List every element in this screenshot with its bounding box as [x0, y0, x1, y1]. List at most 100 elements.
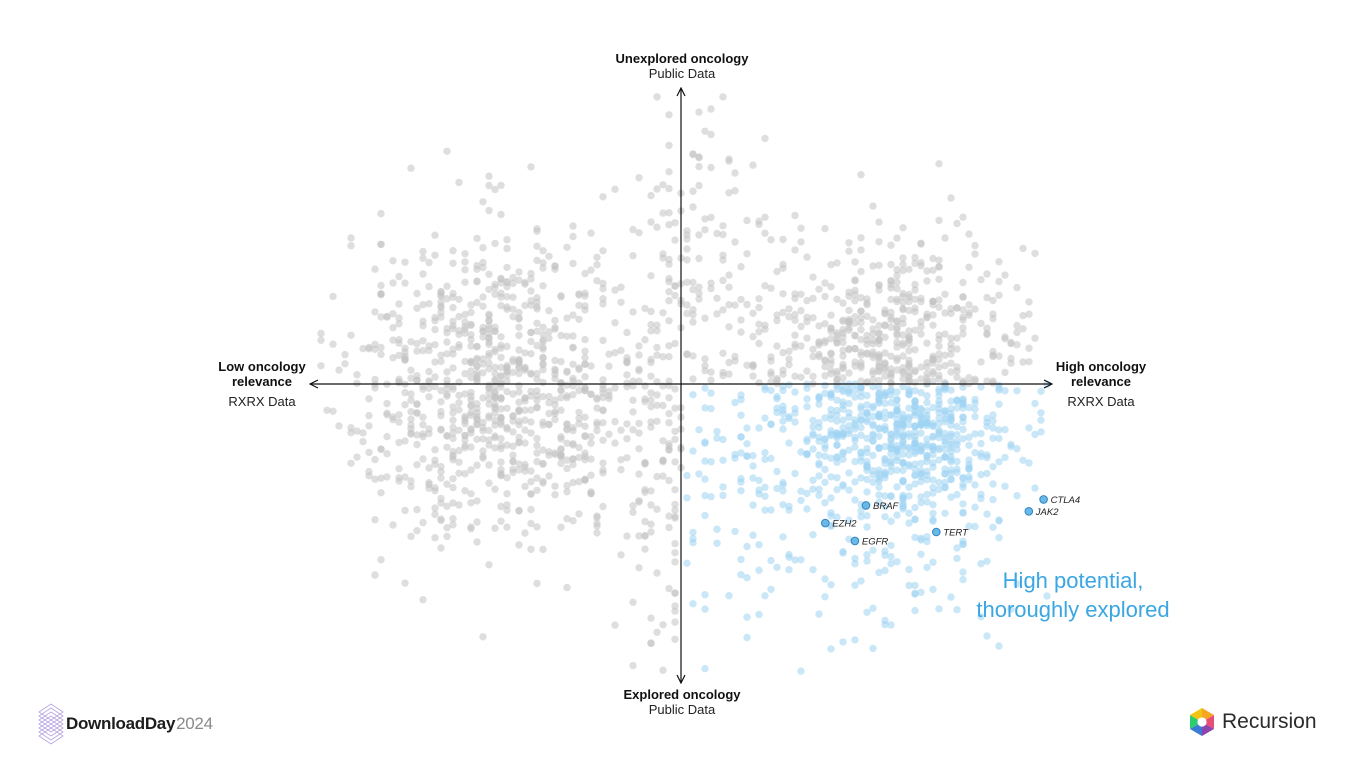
- scatter-point: [521, 301, 529, 310]
- scatter-point-explored-high: [863, 391, 871, 400]
- scatter-point-explored-high: [815, 610, 823, 618]
- scatter-point-explored-high: [953, 490, 961, 499]
- scatter-point: [935, 256, 943, 264]
- scatter-point: [845, 288, 853, 296]
- scatter-point-explored-high: [845, 516, 853, 524]
- scatter-point: [779, 370, 787, 378]
- scatter-point: [413, 505, 421, 514]
- scatter-point: [377, 343, 385, 352]
- scatter-point: [611, 417, 619, 426]
- scatter-point-explored-high: [839, 405, 847, 413]
- scatter-point: [377, 474, 385, 482]
- scatter-point: [923, 277, 931, 285]
- scatter-point: [413, 289, 421, 298]
- scatter-point: [563, 481, 571, 490]
- scatter-point: [587, 471, 595, 479]
- scatter-point-explored-high: [821, 465, 829, 474]
- scatter-point: [911, 308, 919, 316]
- scatter-point: [965, 309, 973, 317]
- scatter-point-explored-high: [893, 388, 901, 396]
- scatter-point: [521, 406, 529, 414]
- scatter-point: [641, 304, 649, 313]
- scatter-point-explored-high: [701, 404, 709, 412]
- scatter-point: [983, 270, 991, 278]
- scatter-point-explored-high: [869, 546, 877, 554]
- scatter-point-explored-high: [887, 398, 895, 407]
- scatter-point: [605, 430, 613, 438]
- scatter-point: [527, 406, 535, 414]
- scatter-point-explored-high: [839, 448, 847, 456]
- scatter-point: [899, 266, 907, 275]
- scatter-point: [701, 215, 709, 223]
- scatter-point: [443, 443, 451, 451]
- x-axis-right-title-line1: High oncology: [1055, 359, 1147, 374]
- scatter-point: [575, 408, 583, 417]
- scatter-point: [755, 320, 763, 328]
- scatter-point: [881, 333, 889, 341]
- scatter-point: [689, 187, 697, 195]
- scatter-point: [827, 311, 835, 319]
- scatter-point: [347, 429, 355, 437]
- scatter-point: [719, 93, 727, 101]
- scatter-point-explored-high: [707, 493, 715, 501]
- scatter-point: [479, 423, 487, 432]
- scatter-point: [731, 187, 739, 195]
- scatter-point: [671, 486, 679, 494]
- scatter-point-explored-high: [959, 404, 967, 412]
- scatter-point: [479, 258, 487, 267]
- scatter-point: [581, 335, 589, 344]
- scatter-point-explored-high: [881, 492, 889, 500]
- scatter-point: [857, 348, 865, 356]
- scatter-point: [515, 346, 523, 354]
- scatter-point: [779, 348, 787, 357]
- scatter-point: [797, 322, 805, 331]
- scatter-point: [479, 452, 487, 461]
- scatter-point: [899, 292, 907, 301]
- scatter-point: [395, 320, 403, 328]
- scatter-point: [497, 502, 505, 511]
- scatter-point: [647, 423, 655, 431]
- scatter-point: [431, 325, 439, 334]
- scatter-point-explored-high: [905, 461, 913, 469]
- scatter-point: [485, 400, 493, 408]
- scatter-point-explored-high: [887, 559, 895, 568]
- scatter-point: [431, 510, 439, 519]
- scatter-point-explored-high: [929, 459, 937, 467]
- scatter-point: [827, 283, 835, 291]
- scatter-point: [371, 455, 379, 464]
- scatter-point: [809, 273, 817, 281]
- scatter-point: [857, 326, 865, 334]
- scatter-point: [845, 326, 853, 334]
- scatter-point: [437, 462, 445, 471]
- scatter-point: [527, 269, 535, 278]
- scatter-point-explored-high: [899, 441, 907, 450]
- scatter-point: [533, 369, 541, 378]
- scatter-point: [599, 336, 607, 345]
- scatter-point: [539, 392, 547, 401]
- x-axis-right-source: RXRX Data: [1067, 393, 1135, 409]
- scatter-point: [449, 322, 457, 330]
- scatter-point-explored-high: [689, 447, 697, 455]
- scatter-point-explored-high: [707, 389, 715, 397]
- scatter-point: [455, 312, 463, 321]
- scatter-point: [383, 432, 391, 441]
- scatter-point: [437, 494, 445, 503]
- scatter-point: [953, 345, 961, 353]
- gene-point-egfr: [850, 536, 860, 546]
- scatter-point-explored-high: [977, 429, 985, 438]
- scatter-point: [821, 279, 829, 287]
- scatter-point: [665, 141, 673, 150]
- downloadday-logo: DownloadDay 2024: [38, 702, 213, 746]
- scatter-point: [479, 360, 487, 368]
- scatter-point: [1001, 271, 1009, 279]
- scatter-point: [527, 328, 535, 337]
- scatter-point: [599, 436, 607, 444]
- scatter-point: [473, 277, 481, 285]
- scatter-point-explored-high: [929, 403, 937, 412]
- scatter-point: [431, 534, 439, 542]
- scatter-point: [629, 426, 637, 434]
- scatter-point: [929, 266, 937, 274]
- scatter-point: [503, 278, 511, 286]
- gene-label-tert: TERT: [943, 528, 969, 539]
- scatter-point-explored-high: [767, 556, 775, 565]
